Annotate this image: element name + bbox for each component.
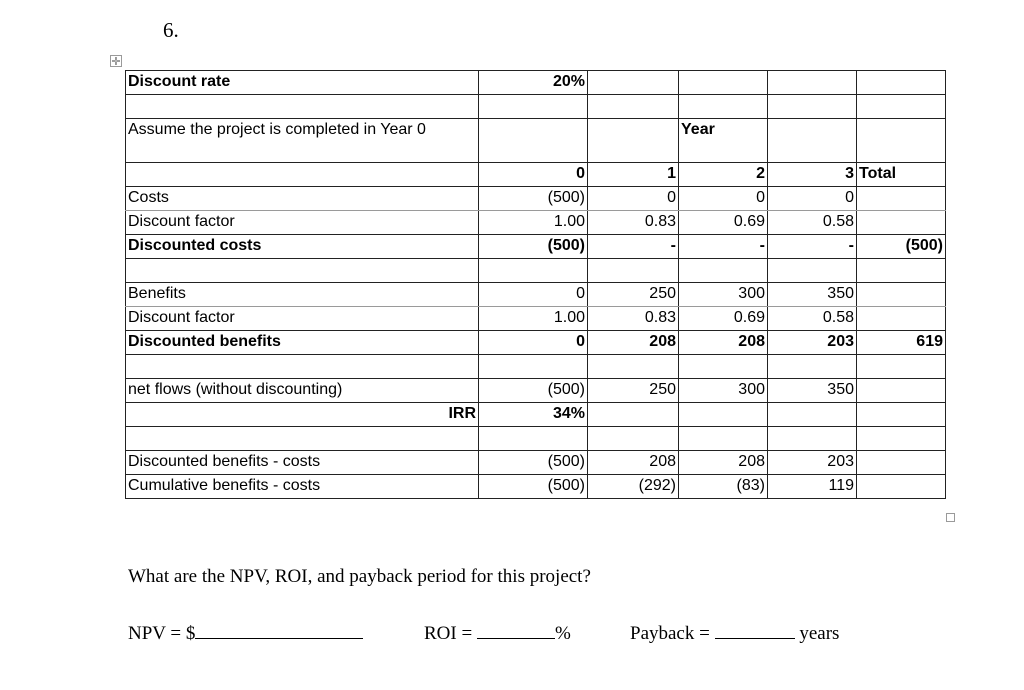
row-label: Discount factor [125,306,479,331]
cell[interactable]: 250 [587,282,679,307]
cell[interactable] [856,306,946,331]
cell[interactable]: 0 [678,186,768,211]
discounted-net-row: Discounted benefits - costs (500) 208 20… [125,450,946,475]
npv-table: Discount rate 20% Assume the project is … [125,70,946,499]
cell[interactable] [856,474,946,499]
row-label: Discount factor [125,210,479,235]
discount-rate-value[interactable]: 20% [478,70,588,95]
cell[interactable]: 203 [767,450,857,475]
year-3: 3 [767,162,857,187]
cell[interactable]: 300 [678,282,768,307]
cell[interactable]: 208 [678,330,768,355]
cell[interactable] [856,378,946,403]
assumption-text: Assume the project is completed in Year … [125,118,479,163]
cell[interactable]: 0.83 [587,210,679,235]
cell[interactable]: 208 [587,330,679,355]
costs-row: Costs (500) 0 0 0 [125,186,946,211]
year-1: 1 [587,162,679,187]
payback-answer: Payback = years [630,620,839,645]
irr-label: IRR [125,402,479,427]
year-2: 2 [678,162,768,187]
row-label: Discounted benefits - costs [125,450,479,475]
payback-suffix: years [799,623,840,644]
cell[interactable]: - [678,234,768,259]
blank-row [125,258,946,283]
payback-label: Payback = [630,623,710,644]
benefit-discount-factor-row: Discount factor 1.00 0.83 0.69 0.58 [125,306,946,331]
cell[interactable] [856,210,946,235]
blank-row [125,354,946,379]
blank-row [125,94,946,119]
discount-rate-label: Discount rate [125,70,479,95]
cell[interactable]: 619 [856,330,946,355]
cell[interactable]: - [587,234,679,259]
cell[interactable]: (500) [478,234,588,259]
discount-rate-row: Discount rate 20% [125,70,946,95]
benefits-row: Benefits 0 250 300 350 [125,282,946,307]
table-move-handle-icon[interactable]: ✛ [110,55,122,68]
assumption-row: Assume the project is completed in Year … [125,118,946,163]
year-header: Year [678,118,768,163]
row-label: Discounted costs [125,234,479,259]
cell[interactable]: 0 [478,282,588,307]
roi-suffix: % [554,623,571,644]
cell[interactable]: (500) [478,450,588,475]
cell[interactable]: (292) [587,474,679,499]
cell[interactable]: 1.00 [478,210,588,235]
blank-row [125,426,946,451]
row-label: Benefits [125,282,479,307]
cell[interactable]: 0 [587,186,679,211]
cell[interactable]: 250 [587,378,679,403]
cell[interactable]: (500) [478,378,588,403]
cell[interactable] [856,282,946,307]
total-header: Total [856,162,946,187]
question-number: 6. [163,18,179,42]
cell[interactable]: 350 [767,282,857,307]
question-text: What are the NPV, ROI, and payback perio… [128,566,591,587]
roi-answer: ROI = % [424,620,571,645]
cell[interactable]: 350 [767,378,857,403]
cell[interactable]: 300 [678,378,768,403]
cell[interactable]: 203 [767,330,857,355]
row-label: Cumulative benefits - costs [125,474,479,499]
cell[interactable]: 0.58 [767,306,857,331]
roi-label: ROI = [424,623,473,644]
cell[interactable]: - [767,234,857,259]
table-resize-handle[interactable] [946,513,955,522]
cell[interactable]: 208 [587,450,679,475]
cumulative-row: Cumulative benefits - costs (500) (292) … [125,474,946,499]
row-label: Costs [125,186,479,211]
irr-row: IRR 34% [125,402,946,427]
cell[interactable]: 0.69 [678,210,768,235]
cell[interactable]: (83) [678,474,768,499]
irr-value[interactable]: 34% [478,402,588,427]
cell[interactable] [856,186,946,211]
cell[interactable]: (500) [856,234,946,259]
npv-blank[interactable] [195,620,364,639]
cell[interactable]: 1.00 [478,306,588,331]
net-flows-row: net flows (without discounting) (500) 25… [125,378,946,403]
cell[interactable]: (500) [478,186,588,211]
roi-blank[interactable] [476,620,555,639]
year-0: 0 [478,162,588,187]
discounted-benefits-row: Discounted benefits 0 208 208 203 619 [125,330,946,355]
row-label: Discounted benefits [125,330,479,355]
year-numbers-row: 0 1 2 3 Total [125,162,946,187]
cell[interactable]: 0.58 [767,210,857,235]
cell[interactable]: 0.83 [587,306,679,331]
discounted-costs-row: Discounted costs (500) - - - (500) [125,234,946,259]
npv-answer: NPV = $ [128,620,364,645]
cost-discount-factor-row: Discount factor 1.00 0.83 0.69 0.58 [125,210,946,235]
cell[interactable] [856,450,946,475]
cell[interactable]: (500) [478,474,588,499]
cell[interactable]: 0 [478,330,588,355]
cell[interactable]: 0 [767,186,857,211]
cell[interactable]: 0.69 [678,306,768,331]
payback-blank[interactable] [714,620,795,639]
npv-label: NPV = $ [128,623,196,644]
row-label: net flows (without discounting) [125,378,479,403]
cell[interactable]: 119 [767,474,857,499]
cell[interactable]: 208 [678,450,768,475]
